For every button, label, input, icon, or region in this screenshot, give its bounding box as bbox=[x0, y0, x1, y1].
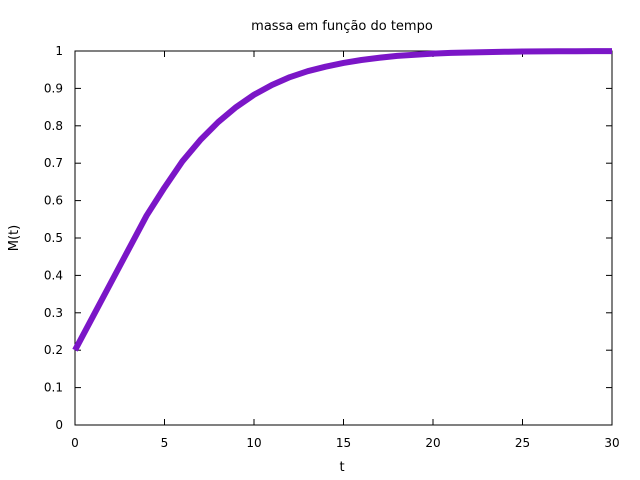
series-group bbox=[72, 48, 613, 352]
ticks-group: 0 5 10 15 20 25 30 0 0.1 0.2 0.3 0.4 0.5 0.6 0.7 0.8 0.9… bbox=[44, 44, 620, 450]
y-axis-tick-label: 0.8 bbox=[44, 119, 63, 133]
y-axis-tick-label: 0.1 bbox=[44, 381, 63, 395]
series-line bbox=[72, 48, 613, 352]
y-axis-tick-label: 0.7 bbox=[44, 156, 63, 170]
x-axis-tick-label: 30 bbox=[604, 436, 619, 450]
y-axis-tick-label: 0.5 bbox=[44, 231, 63, 245]
x-axis-tick-label: 20 bbox=[425, 436, 440, 450]
y-axis-tick-label: 1 bbox=[55, 44, 63, 58]
chart-title: massa em função do tempo bbox=[251, 19, 433, 34]
y-axis-title: M(t) bbox=[7, 225, 22, 251]
x-axis-tick-label: 5 bbox=[161, 436, 169, 450]
y-axis-tick-label: 0.9 bbox=[44, 81, 63, 95]
x-axis-tick-label: 0 bbox=[71, 436, 79, 450]
x-axis-title: t bbox=[339, 460, 344, 475]
y-axis-tick-label: 0.3 bbox=[44, 306, 63, 320]
plot-area-frame bbox=[74, 50, 613, 426]
x-axis-tick-label: 25 bbox=[515, 436, 530, 450]
x-axis-tick-label: 15 bbox=[336, 436, 351, 450]
y-axis-tick-label: 0.6 bbox=[44, 194, 63, 208]
y-axis-tick-label: 0.2 bbox=[44, 343, 63, 357]
y-axis-tick-label: 0 bbox=[55, 418, 63, 432]
x-axis-tick-label: 10 bbox=[246, 436, 261, 450]
y-axis-tick-label: 0.4 bbox=[44, 268, 63, 282]
